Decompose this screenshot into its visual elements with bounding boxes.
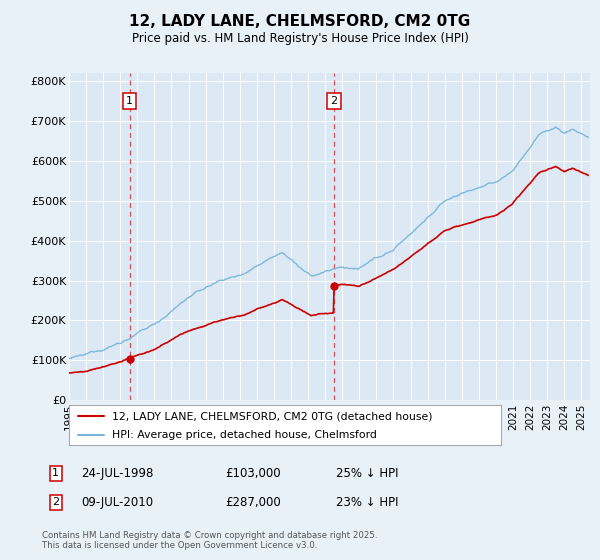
Text: 2: 2 <box>331 96 338 106</box>
Text: 12, LADY LANE, CHELMSFORD, CM2 0TG (detached house): 12, LADY LANE, CHELMSFORD, CM2 0TG (deta… <box>112 411 433 421</box>
Text: 23% ↓ HPI: 23% ↓ HPI <box>336 496 398 509</box>
Text: 24-JUL-1998: 24-JUL-1998 <box>81 466 154 480</box>
Text: £287,000: £287,000 <box>225 496 281 509</box>
Text: 12, LADY LANE, CHELMSFORD, CM2 0TG: 12, LADY LANE, CHELMSFORD, CM2 0TG <box>130 14 470 29</box>
Text: 1: 1 <box>52 468 59 478</box>
Text: 09-JUL-2010: 09-JUL-2010 <box>81 496 153 509</box>
Text: 1: 1 <box>126 96 133 106</box>
Text: 25% ↓ HPI: 25% ↓ HPI <box>336 466 398 480</box>
Text: Contains HM Land Registry data © Crown copyright and database right 2025.
This d: Contains HM Land Registry data © Crown c… <box>42 530 377 550</box>
Text: Price paid vs. HM Land Registry's House Price Index (HPI): Price paid vs. HM Land Registry's House … <box>131 32 469 45</box>
Text: 2: 2 <box>52 497 59 507</box>
Text: £103,000: £103,000 <box>225 466 281 480</box>
Text: HPI: Average price, detached house, Chelmsford: HPI: Average price, detached house, Chel… <box>112 430 377 440</box>
